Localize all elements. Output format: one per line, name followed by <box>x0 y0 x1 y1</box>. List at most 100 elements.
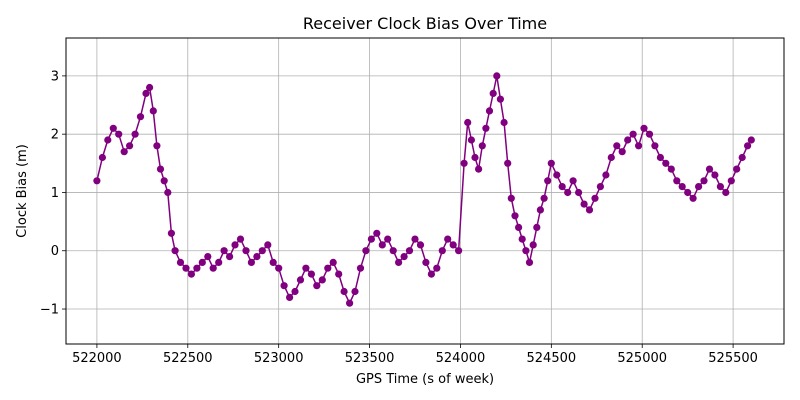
data-point <box>651 142 659 150</box>
data-point <box>427 270 435 278</box>
data-point <box>580 200 588 208</box>
data-point <box>236 235 245 243</box>
data-point <box>460 159 468 167</box>
data-point <box>515 223 523 231</box>
data-point <box>389 247 397 255</box>
data-point <box>596 183 605 191</box>
data-point <box>536 206 545 214</box>
data-point <box>607 153 615 162</box>
data-point <box>635 142 643 150</box>
data-point <box>455 247 463 255</box>
data-point <box>475 165 483 173</box>
data-point <box>471 153 479 162</box>
data-point <box>120 148 128 156</box>
x-tick-label: 522500 <box>163 351 213 366</box>
plot-frame <box>65 37 785 345</box>
data-point <box>275 264 283 272</box>
data-point <box>329 258 337 266</box>
x-tick-label: 522000 <box>72 351 122 366</box>
y-tick-label: 0 <box>51 244 59 259</box>
data-point <box>215 258 223 266</box>
data-point <box>733 165 741 173</box>
data-point <box>209 264 217 272</box>
data-point <box>253 253 261 261</box>
x-axis-label: GPS Time (s of week) <box>356 372 494 387</box>
data-point <box>624 136 632 144</box>
data-point <box>493 72 501 80</box>
data-point <box>142 89 150 97</box>
data-point <box>264 241 272 249</box>
grid <box>66 38 784 344</box>
data-point <box>98 153 106 162</box>
data-point <box>464 118 472 127</box>
data-point <box>489 89 497 97</box>
data-point <box>678 183 686 191</box>
data-point <box>405 247 414 255</box>
data-point <box>547 159 555 167</box>
data-point <box>553 171 561 179</box>
data-point <box>324 264 332 272</box>
data-point <box>564 188 572 197</box>
data-point <box>247 258 255 266</box>
data-point <box>115 130 123 138</box>
data-point <box>340 287 348 296</box>
data-point <box>149 107 157 115</box>
series-clock-bias <box>93 72 755 307</box>
data-point <box>673 177 681 185</box>
data-point <box>602 171 610 179</box>
data-point <box>529 241 537 249</box>
data-point <box>747 136 755 144</box>
data-point <box>500 118 508 127</box>
data-point <box>416 241 425 249</box>
data-point <box>136 113 145 121</box>
data-point <box>373 229 381 237</box>
data-point <box>504 159 512 167</box>
data-point <box>640 124 648 132</box>
data-point <box>367 235 375 243</box>
data-point <box>204 253 212 261</box>
data-point <box>335 270 343 278</box>
data-point <box>93 177 101 185</box>
data-point <box>525 258 534 266</box>
data-point <box>511 212 519 220</box>
data-point <box>220 247 228 255</box>
data-point <box>722 188 730 197</box>
data-point <box>705 165 714 173</box>
data-point <box>280 282 288 290</box>
data-point <box>286 293 294 301</box>
data-point <box>226 253 234 261</box>
data-point <box>167 229 175 237</box>
data-point <box>522 247 530 255</box>
data-point <box>518 235 526 243</box>
data-point <box>716 183 725 191</box>
data-point <box>198 258 206 266</box>
data-point <box>591 194 599 202</box>
data-point <box>467 136 475 144</box>
data-point <box>662 159 670 167</box>
data-point <box>569 177 577 185</box>
data-point <box>104 136 112 144</box>
data-point <box>585 206 594 214</box>
data-point <box>146 83 154 92</box>
data-point <box>507 194 515 202</box>
data-point <box>400 253 408 261</box>
data-point <box>482 124 490 132</box>
y-tick-label: 3 <box>51 69 59 84</box>
y-tick-label: 1 <box>51 186 59 201</box>
data-point <box>575 188 583 197</box>
data-point <box>231 241 239 249</box>
data-point <box>131 130 139 138</box>
x-tick-label: 523000 <box>254 351 304 366</box>
data-point <box>346 299 354 307</box>
y-axis-ticks: −1 0 1 2 3 <box>40 69 66 318</box>
y-tick-label: 2 <box>51 128 59 143</box>
y-tick-label: −1 <box>40 303 59 318</box>
data-point <box>629 130 637 138</box>
data-point <box>356 264 365 272</box>
data-point <box>684 188 692 197</box>
data-point <box>438 247 446 255</box>
data-point <box>433 264 441 272</box>
x-tick-label: 525000 <box>617 351 667 366</box>
